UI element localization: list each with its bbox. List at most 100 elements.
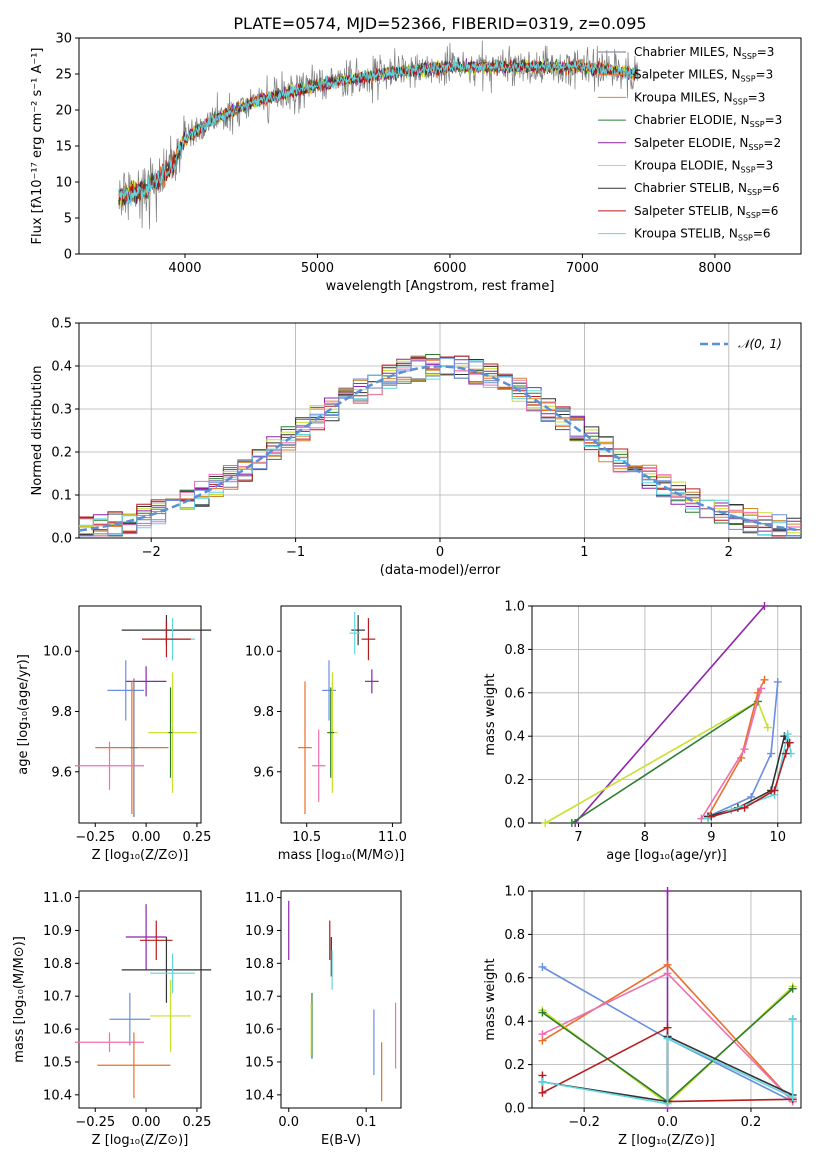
axes-frame [78,890,202,1109]
legend-sub: SSP [741,166,756,175]
legend-suffix: =3 [756,68,774,82]
figure-title: PLATE=0574, MJD=52366, FIBERID=0319, z=0… [233,14,646,33]
legend-sub: SSP [741,75,756,84]
y-tick-label: 30 [55,32,72,47]
y-tick-label: 11.0 [43,891,72,906]
panel-mass_Z: −0.25 0.00 0.25 10.4 10.5 10.6 10.7 10.8 10.9 11.… [12,890,211,1148]
x-tick-label: −0.25 [75,830,115,845]
y-tick-label: 0.0 [504,1102,525,1117]
legend-name: Kroupa MILES, N [634,90,733,104]
legend-suffix: =6 [753,227,771,241]
x-tick-label: 8 [641,830,649,845]
x-axis-label: E(B-V) [321,1133,361,1148]
legend-entry: Chabrier MILES, NSSP=3 [634,45,774,61]
spectrum-line-kroupa_stelib [118,58,639,207]
legend-sub: SSP [747,188,762,197]
weight-line-extra_blue [707,681,779,818]
legend-entry: Salpeter MILES, NSSP=3 [634,68,773,84]
legend-entry: Chabrier STELIB, NSSP=6 [634,181,780,197]
y-tick-label: 10.5 [43,1055,72,1070]
legend-sub: SSP [750,120,765,129]
y-tick-label: 10.7 [43,990,72,1005]
legend-name: Kroupa ELODIE, N [634,159,741,173]
weight-marker [538,1030,547,1039]
y-tick-label: 0.2 [504,773,525,788]
weight-marker [538,1088,547,1097]
x-tick-label: 5000 [301,261,334,276]
x-tick-label: 0.00 [132,830,161,845]
weight-marker [760,602,769,610]
x-tick-label: 0.2 [741,1115,762,1130]
axes-frame [78,37,802,255]
legend-suffix: =3 [756,159,774,173]
x-axis-label: Z [log₁₀(Z/Z⊙)] [92,1133,189,1148]
weight-marker [538,962,547,971]
panel-residuals: −2 −1 0 1 2 0.0 0.1 0.2 0.3 0.4 0.5 (data-model)/er… [30,317,802,578]
panel-age_Z: −0.25 0.00 0.25 9.6 9.8 10.0 Z [log₁₀(Z/Z⊙)] ag… [16,605,211,863]
y-tick-label: 10.4 [245,1088,274,1103]
y-tick-label: 10.9 [245,924,274,939]
weight-marker [770,786,779,795]
legend-sub: SSP [742,52,757,61]
weight-marker [663,887,672,895]
y-tick-label: 9.6 [51,765,72,780]
weight-marker [740,803,749,812]
legend-name: Salpeter MILES, N [634,68,741,82]
y-tick-label: 0.8 [504,643,525,658]
y-tick-label: 0.0 [51,532,72,547]
x-tick-label: 4000 [168,261,201,276]
hist-step-extra_blue [79,357,801,537]
normal-curve [78,365,802,532]
y-tick-label: 0 [64,248,72,263]
weight-marker [663,1023,672,1032]
weight-marker [763,723,772,732]
y-axis-label: mass [log₁₀(M/M⊙)] [12,936,27,1063]
legend-name: Chabrier ELODIE, N [634,113,750,127]
y-axis-label: Normed distribution [30,366,45,496]
legend-entry: Kroupa STELIB, NSSP=6 [634,227,771,243]
x-tick-label: 6000 [433,261,466,276]
weight-marker [538,1008,547,1017]
x-axis-label: wavelength [Angstrom, rest frame] [326,279,555,294]
weight-marker [541,819,550,827]
weight-line-extra_pink [700,688,762,820]
y-tick-label: 10.7 [245,990,274,1005]
y-tick-label: 0.3 [51,403,72,418]
axes-frame [78,605,202,824]
weight-marker [747,792,756,801]
legend-suffix: =6 [761,204,779,218]
weight-marker [663,1099,672,1108]
x-axis-label: Z [log₁₀(Z/Z⊙)] [618,1133,715,1148]
y-axis-label: mass weight [483,958,498,1040]
x-tick-label: 0.25 [182,1115,211,1130]
legend-name: Salpeter STELIB, N [634,204,746,218]
x-tick-label: 10.5 [292,830,321,845]
weight-marker [781,749,790,758]
legend-suffix: =2 [763,136,781,150]
y-tick-label: 0.5 [51,317,72,332]
y-tick-label: 0.4 [51,360,72,375]
y-tick-label: 10.6 [43,1023,72,1038]
legend-sub: SSP [748,143,763,152]
x-axis-label: age [log₁₀(age/yr)] [606,848,727,863]
weight-marker [707,812,716,821]
weight-marker [788,1015,797,1024]
y-tick-label: 15 [55,140,72,155]
y-tick-label: 25 [55,68,72,83]
x-tick-label: 10 [769,830,786,845]
weight-marker [663,960,672,969]
y-tick-label: 0.6 [504,971,525,986]
y-tick-label: 0.2 [504,1058,525,1073]
y-tick-label: 10.0 [43,645,72,660]
weight-line-chabrier_elodie [571,700,759,824]
y-tick-label: 9.8 [253,705,274,720]
y-tick-label: 1.0 [504,600,525,615]
weight-marker [663,969,672,978]
legend-entry: Kroupa ELODIE, NSSP=3 [634,159,773,175]
x-axis-label: mass [log₁₀(M/M⊙)] [278,848,405,863]
legend-entry: Chabrier ELODIE, NSSP=3 [634,113,782,129]
legend-name: Kroupa STELIB, N [634,227,738,241]
axes-frame [531,890,802,1109]
y-axis-label: mass weight [483,673,498,755]
